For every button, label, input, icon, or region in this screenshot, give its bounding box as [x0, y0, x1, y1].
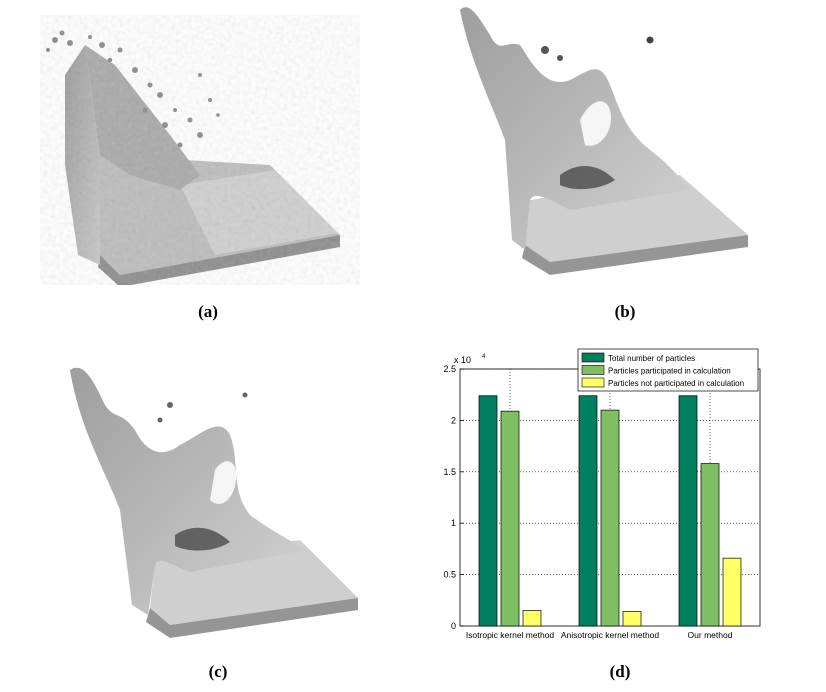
legend-label: Particles not participated in calculatio… [608, 379, 744, 388]
bar [700, 463, 720, 627]
legend-label: Total number of particles [608, 354, 695, 363]
bar [578, 395, 598, 627]
y-tick-label: 2 [451, 415, 456, 425]
legend-swatch [581, 352, 605, 363]
bar [478, 395, 498, 627]
y-tick-label: 0.5 [443, 570, 456, 580]
caption-a: (a) [198, 302, 218, 321]
y-tick-label: 2.5 [443, 364, 456, 374]
legend [577, 348, 759, 392]
caption-c: (c) [208, 662, 228, 681]
y-tick-label: 1 [451, 518, 456, 528]
bar [522, 610, 542, 627]
x-tick-label: Isotropic kernel method [466, 630, 555, 640]
legend-swatch [581, 377, 605, 388]
bar [722, 557, 742, 627]
x-tick-label: Anisotropic kernel method [561, 630, 660, 640]
render-a [40, 15, 360, 285]
caption-d: (d) [609, 662, 631, 681]
y-multiplier: x 10 [454, 355, 471, 365]
legend-label: Particles participated in calculation [608, 367, 731, 376]
bar-chart: 0 0.5 1 1.5 2 2.5x 10 4 Isotropic kernel method… [443, 348, 761, 640]
bar [622, 611, 642, 627]
y-tick-label: 1.5 [443, 467, 456, 477]
y-tick-label: 0 [451, 621, 456, 631]
bar [500, 410, 520, 627]
bar [600, 409, 620, 627]
legend-swatch [581, 365, 605, 375]
render-b [460, 7, 748, 275]
x-tick-label: Our method [688, 630, 733, 640]
bar [678, 395, 698, 627]
caption-b: (b) [614, 302, 636, 321]
render-c [70, 367, 358, 638]
y-multiplier-exponent: 4 [482, 354, 486, 360]
